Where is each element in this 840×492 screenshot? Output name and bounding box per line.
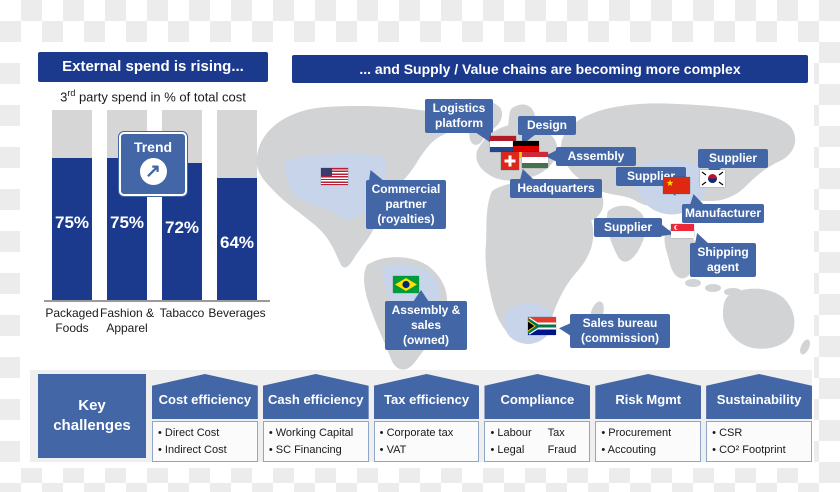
trend-arrow-icon: ↗ [139,158,167,185]
challenge-header: Sustainability [706,374,812,419]
challenge-header: Risk Mgmt [595,374,702,419]
map-label-logistics-platform: Logistics platform [425,99,493,143]
challenge-column-tax-efficiency: Tax efficiency Corporate tax VAT [373,374,480,462]
map-label-manufacturer: Manufacturer [682,194,764,223]
indonesia-island [685,279,701,287]
challenge-header: Tax efficiency [373,374,480,419]
right-section-title: ... and Supply / Value chains are becomi… [292,55,808,83]
country-usa-highlight [284,153,387,220]
category-label: Fashion & Apparel [99,306,155,335]
svg-text:★: ★ [666,178,674,188]
challenge-items: Corporate tax VAT [373,421,480,462]
new-zealand [800,339,810,355]
flag-brazil-icon [393,276,419,293]
challenge-items: CSR CO² Footprint [706,421,812,462]
category-label: Packaged Foods [45,306,99,335]
map-label-design: Design [518,116,576,145]
flag-netherlands-icon [490,136,516,152]
map-label-assembly-sales: Assembly & sales (owned) [385,290,467,350]
left-section-title: External spend is rising... [38,52,268,82]
flag-south-africa-icon [528,317,556,335]
trend-label: Trend [133,139,173,155]
challenge-column-cash-efficiency: Cash efficiency Working Capital SC Finan… [262,374,369,462]
bar-value-label: 75% [54,212,90,232]
bar-tabacco: 72% [162,110,202,300]
category-label: Beverages [208,306,266,320]
flag-usa-icon [321,168,348,185]
flag-switzerland-icon [501,152,519,170]
challenge-header: Cash efficiency [262,374,369,419]
flag-hungary-icon [522,152,548,168]
map-label-supplier-korea: Supplier [698,149,768,178]
flag-china-icon: ★ [663,177,690,194]
map-label-sales-bureau: Sales bureau (commission) [559,314,670,348]
challenge-items: Direct Cost Indirect Cost [152,421,258,462]
map-label-assembly: Assembly [545,147,636,166]
challenge-header: Compliance [484,374,591,419]
x-axis-line [44,300,270,302]
challenge-column-risk-mgmt: Risk Mgmt Procurement Accouting [595,374,702,462]
bar-value-label: 75% [109,212,145,232]
bar-value-label: 72% [164,218,200,238]
challenge-column-cost-efficiency: Cost efficiency Direct Cost Indirect Cos… [152,374,258,462]
japan [723,168,743,196]
category-label: Tabacco [159,306,205,320]
map-label-commercial-partner: Commercial partner (royalties) [366,170,446,229]
southeast-asia [664,228,699,279]
bar-fill: 64% [217,178,257,300]
trend-badge: Trend ↗ [119,132,187,196]
challenge-column-sustainability: Sustainability CSR CO² Footprint [706,374,812,462]
key-challenges-columns: Cost efficiency Direct Cost Indirect Cos… [152,374,812,462]
map-label-headquarters: Headquarters [510,169,602,198]
key-challenges-title: Key challenges [38,374,146,458]
bar-value-label: 64% [219,233,255,253]
bar-fill: 75% [52,157,92,300]
bar-beverages: 64% [217,110,257,300]
flag-south-korea-icon [700,170,725,187]
challenge-items: Procurement Accouting [595,421,702,462]
map-label-shipping-agent: Shipping agent [690,233,756,277]
map-label-supplier-india: Supplier [594,218,674,237]
flag-singapore-icon [671,224,694,238]
chart-subtitle: 3rd party spend in % of total cost [60,88,246,105]
challenge-items: Working Capital SC Financing [262,421,369,462]
challenge-header: Cost efficiency [152,374,258,419]
australia [723,288,795,349]
continent-africa [485,181,594,344]
bar-packaged-foods: 75% [52,110,92,300]
slide-content-panel: External spend is rising... 3rd party sp… [20,42,814,468]
indonesia-island [705,284,721,292]
